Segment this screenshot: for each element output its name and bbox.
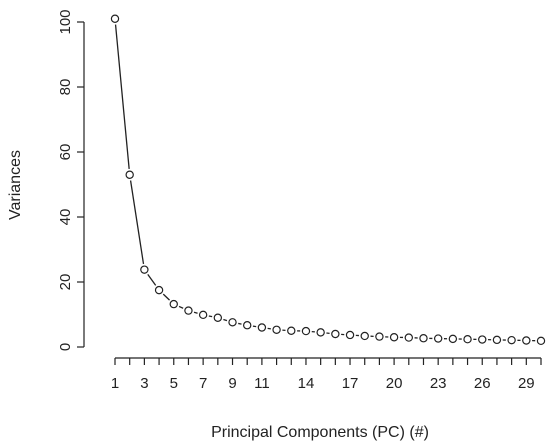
y-tick-label: 20 bbox=[57, 274, 74, 291]
data-point bbox=[463, 335, 472, 344]
x-tick-label: 1 bbox=[111, 375, 119, 392]
data-point bbox=[125, 170, 134, 179]
data-point bbox=[360, 331, 369, 341]
series-segment bbox=[178, 305, 184, 309]
x-tick-label: 29 bbox=[518, 375, 535, 392]
series-segment bbox=[208, 315, 213, 318]
data-point bbox=[404, 333, 413, 342]
data-point bbox=[522, 336, 531, 345]
x-tick-label: 5 bbox=[170, 375, 178, 392]
y-tick-label: 80 bbox=[57, 79, 74, 96]
x-tick-label: 9 bbox=[228, 375, 236, 392]
data-point bbox=[478, 335, 487, 344]
x-tick-label: 26 bbox=[474, 375, 491, 392]
y-tick-label: 100 bbox=[57, 9, 74, 34]
variance-series bbox=[110, 14, 546, 346]
series-segment bbox=[147, 273, 157, 286]
y-tick-label: 40 bbox=[57, 209, 74, 226]
x-tick-label: 17 bbox=[342, 375, 359, 392]
y-axis-title: Variances bbox=[7, 150, 24, 220]
data-point bbox=[316, 328, 325, 337]
x-tick-label: 7 bbox=[199, 375, 207, 392]
data-point bbox=[301, 326, 311, 336]
series-segment bbox=[114, 24, 130, 170]
data-point bbox=[198, 310, 208, 320]
data-point bbox=[257, 323, 267, 332]
data-point bbox=[389, 333, 399, 342]
series-segment bbox=[223, 318, 228, 322]
data-point bbox=[213, 313, 223, 322]
x-axis-title: Principal Components (PC) (#) bbox=[211, 424, 429, 441]
x-tick-label: 11 bbox=[254, 375, 270, 392]
data-point bbox=[536, 336, 546, 346]
data-point bbox=[228, 318, 237, 327]
data-point bbox=[184, 306, 193, 315]
data-point bbox=[169, 299, 178, 309]
series-segment bbox=[238, 322, 242, 325]
y-axis: 0 20 40 60 80 100 bbox=[57, 9, 85, 351]
data-point bbox=[345, 330, 355, 340]
data-point bbox=[272, 325, 281, 334]
series-segment bbox=[162, 293, 171, 301]
data-point bbox=[433, 334, 443, 343]
series-segment bbox=[193, 311, 198, 314]
data-point bbox=[375, 332, 384, 341]
y-tick-label: 0 bbox=[57, 343, 74, 351]
x-tick-label: 14 bbox=[298, 375, 315, 392]
series-segment bbox=[129, 180, 145, 265]
data-point bbox=[507, 335, 516, 345]
x-axis: 1 3 5 7 9 11 14 17 20 23 26 29 bbox=[111, 357, 542, 392]
data-point bbox=[331, 329, 340, 339]
x-tick-label: 23 bbox=[430, 375, 447, 392]
data-point bbox=[110, 14, 120, 23]
data-point bbox=[140, 265, 149, 274]
x-tick-label: 20 bbox=[386, 375, 403, 392]
data-point bbox=[287, 326, 296, 335]
data-point bbox=[154, 285, 164, 295]
data-point bbox=[448, 334, 458, 344]
data-point bbox=[243, 321, 252, 330]
data-point bbox=[492, 335, 502, 345]
y-tick-label: 60 bbox=[57, 144, 74, 161]
x-tick-label: 3 bbox=[140, 375, 148, 392]
data-point bbox=[419, 334, 428, 343]
